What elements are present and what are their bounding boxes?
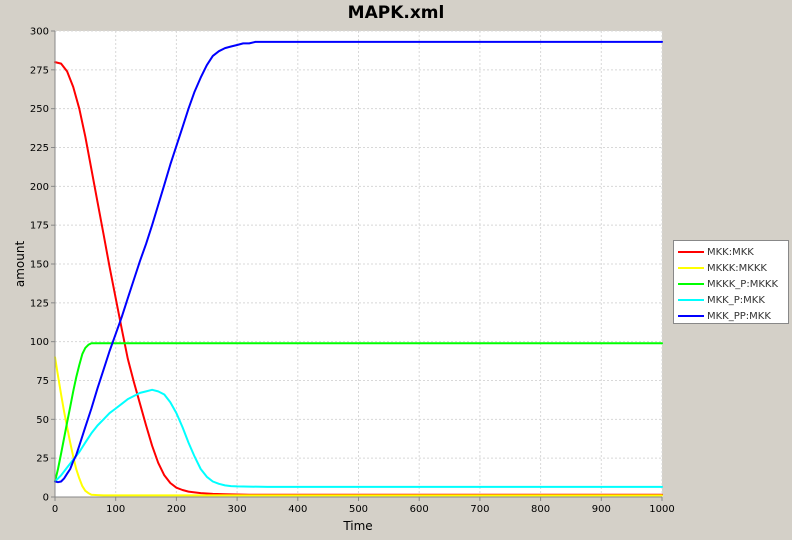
x-tick-label: 0	[52, 504, 58, 515]
y-tick-label: 25	[36, 454, 49, 465]
legend-label: MKKK:MKKK	[707, 262, 767, 274]
y-tick-label: 250	[30, 104, 49, 115]
legend-label: MKK_P:MKK	[707, 294, 765, 306]
legend-label: MKK_PP:MKK	[707, 310, 771, 322]
x-tick-label: 600	[410, 504, 429, 515]
x-tick-label: 400	[288, 504, 307, 515]
legend-item: MKKK_P:MKKK	[674, 276, 788, 292]
y-tick-label: 200	[30, 182, 49, 193]
grid-layer	[55, 30, 663, 497]
series-line-mkk-pp-mkk	[54, 40, 663, 484]
y-tick-label: 50	[36, 415, 49, 426]
legend-swatch	[678, 283, 704, 285]
legend: MKK:MKK MKKK:MKKK MKKK_P:MKKK MKK_P:MKK MKK_…	[673, 240, 789, 324]
y-tick-label: 150	[30, 260, 49, 271]
legend-item: MKK_P:MKK	[674, 292, 788, 308]
y-tick-label: 0	[43, 493, 49, 504]
x-tick-label: 800	[531, 504, 550, 515]
x-tick-label: 1000	[649, 504, 674, 515]
legend-swatch	[678, 251, 704, 253]
y-tick-label: 125	[30, 298, 49, 309]
y-tick-label: 225	[30, 143, 49, 154]
x-tick-label: 700	[470, 504, 489, 515]
x-tick-label: 500	[349, 504, 368, 515]
legend-label: MKK:MKK	[707, 246, 754, 258]
legend-swatch	[678, 299, 704, 301]
y-tick-label: 100	[30, 337, 49, 348]
y-tick-label: 75	[36, 376, 49, 387]
series-layer	[54, 40, 663, 497]
legend-swatch	[678, 315, 704, 317]
legend-swatch	[678, 267, 704, 269]
x-tick-label: 100	[106, 504, 125, 515]
x-axis-label: Time	[342, 519, 372, 533]
series-line-mkk-p-mkk	[54, 388, 663, 488]
legend-item: MKK:MKK	[674, 244, 788, 260]
series-line-mkkk-mkkk	[54, 356, 663, 497]
x-tick-label: 300	[228, 504, 247, 515]
legend-item: MKK_PP:MKK	[674, 308, 788, 324]
tick-layer: 0 100 200 300 400 500 600 700 800 900 1000 0 25 50 75 1…	[30, 27, 675, 516]
y-tick-label: 300	[30, 27, 49, 38]
y-tick-label: 175	[30, 221, 49, 232]
chart-title: MAPK.xml	[347, 3, 445, 23]
series-line-mkkk-p-mkkk	[54, 342, 663, 483]
x-tick-label: 200	[167, 504, 186, 515]
x-tick-label: 900	[592, 504, 611, 515]
y-axis-label: amount	[13, 241, 27, 288]
legend-label: MKKK_P:MKKK	[707, 278, 779, 290]
y-tick-label: 275	[30, 65, 49, 76]
legend-item: MKKK:MKKK	[674, 260, 788, 276]
